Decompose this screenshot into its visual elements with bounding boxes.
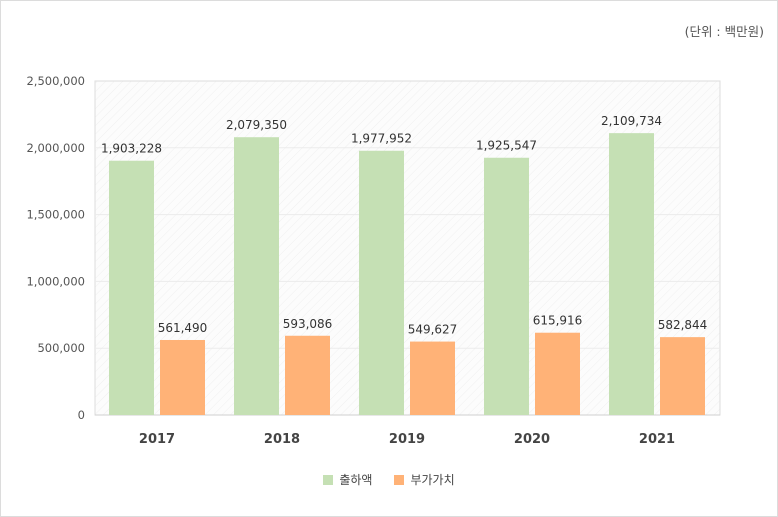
bar-value-added — [535, 332, 580, 415]
data-label: 1,977,952 — [351, 132, 412, 146]
data-label: 1,925,547 — [476, 139, 537, 153]
data-label: 2,109,734 — [601, 114, 662, 128]
data-label: 615,916 — [533, 314, 583, 328]
x-tick-label: 2019 — [389, 432, 425, 447]
bar-value-added — [160, 339, 205, 415]
legend-label: 부가가치 — [410, 473, 455, 487]
legend-item-shipments[interactable]: 출하액 — [323, 471, 372, 488]
data-label: 593,086 — [283, 317, 333, 331]
y-tick-label: 1,500,000 — [26, 208, 85, 222]
bar-shipments — [484, 157, 529, 415]
data-label: 582,844 — [658, 318, 708, 332]
bar-shipments — [109, 160, 154, 415]
y-tick-label: 1,000,000 — [26, 274, 85, 288]
x-tick-label: 2021 — [639, 432, 675, 447]
y-tick-label: 2,500,000 — [26, 74, 85, 88]
unit-label: (단위 : 백만원) — [684, 24, 764, 39]
y-tick-label: 2,000,000 — [26, 141, 85, 155]
bar-value-added — [410, 341, 455, 415]
legend-swatch — [394, 474, 405, 485]
y-tick-label: 0 — [78, 408, 85, 422]
legend: 출하액 부가가치 — [0, 471, 778, 488]
legend-label: 출하액 — [339, 473, 373, 487]
y-tick-label: 500,000 — [37, 341, 85, 355]
data-label: 549,627 — [408, 323, 458, 337]
x-tick-label: 2018 — [264, 432, 300, 447]
legend-swatch — [323, 474, 334, 485]
bar-shipments — [359, 150, 404, 415]
bar-value-added — [660, 337, 705, 415]
data-label: 2,079,350 — [226, 118, 287, 132]
data-label: 561,490 — [158, 321, 208, 335]
bar-shipments — [234, 137, 279, 415]
x-tick-label: 2017 — [139, 432, 175, 447]
data-label: 1,903,228 — [101, 142, 162, 156]
legend-item-value-added[interactable]: 부가가치 — [394, 471, 455, 488]
x-tick-label: 2020 — [514, 432, 550, 447]
bar-shipments — [609, 133, 654, 416]
bar-value-added — [285, 335, 330, 415]
